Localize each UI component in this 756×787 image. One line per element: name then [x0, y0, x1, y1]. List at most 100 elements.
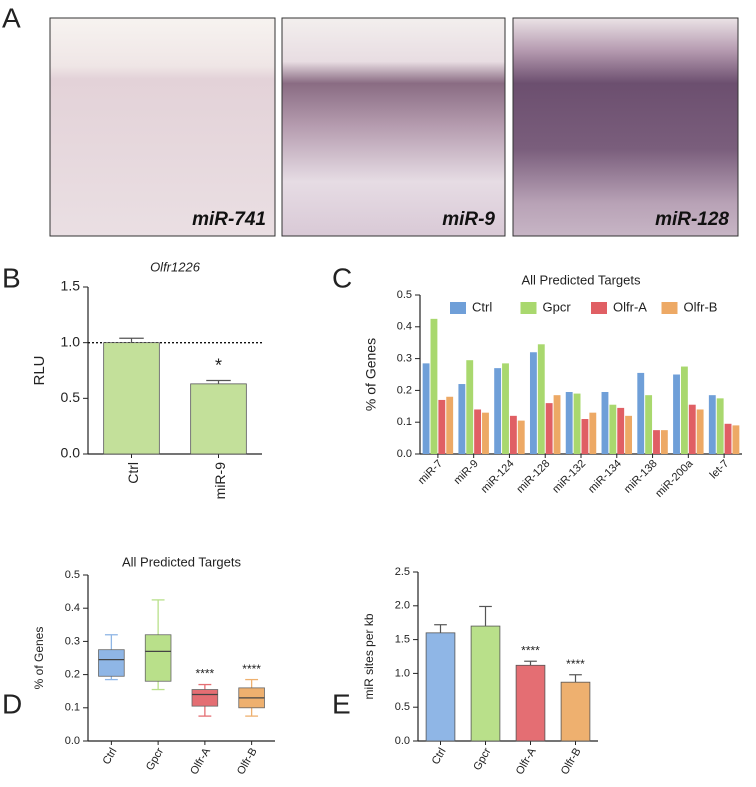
box: [191, 689, 219, 707]
bar: [573, 393, 581, 454]
image-label: miR-741: [192, 209, 266, 230]
bar: [425, 632, 456, 742]
y-tick-label: 0.1: [397, 416, 412, 428]
legend-swatch: [520, 302, 537, 314]
x-tick-label: miR-200a: [653, 457, 696, 500]
x-tick-label: miR-132: [550, 458, 588, 496]
x-tick-label: miR-9: [452, 458, 481, 487]
y-tick-label: 0.5: [395, 701, 410, 713]
bar: [680, 366, 688, 454]
bar: [716, 398, 724, 454]
box: [98, 649, 125, 677]
x-tick-label: Gpcr: [471, 746, 493, 773]
panel-label: B: [2, 262, 21, 293]
x-tick-label: miR-124: [479, 458, 517, 496]
bar: [660, 430, 668, 454]
y-tick-label: 0.3: [397, 353, 412, 365]
chart-title: All Predicted Targets: [122, 554, 241, 569]
bar: [446, 396, 454, 454]
bar: [515, 664, 546, 742]
bar: [458, 384, 466, 454]
significance-label: ****: [196, 667, 215, 681]
bar: [545, 403, 553, 454]
legend-label: Ctrl: [472, 299, 492, 314]
bar: [517, 420, 525, 454]
x-tick-label: let-7: [708, 458, 732, 482]
panel-label: D: [2, 688, 22, 719]
bar: [625, 415, 633, 454]
box: [144, 634, 172, 682]
bar: [589, 412, 597, 454]
x-tick-label: Olfr-A: [514, 745, 539, 776]
bar: [708, 395, 716, 454]
bar: [609, 404, 617, 454]
bar: [724, 423, 732, 454]
chart-title: Olfr1226: [150, 259, 201, 274]
bar: [190, 383, 247, 455]
y-tick-label: 1.0: [395, 667, 410, 679]
bar: [466, 360, 474, 454]
y-tick-label: 0.0: [61, 445, 81, 461]
y-tick-label: 2.5: [395, 566, 410, 578]
legend-label: Gpcr: [543, 299, 572, 314]
bar: [482, 412, 489, 454]
x-tick-label: miR-7: [416, 458, 445, 487]
significance-label: ****: [521, 643, 540, 657]
bar: [438, 399, 446, 454]
y-tick-label: 1.0: [61, 333, 81, 349]
image-label: miR-9: [442, 209, 495, 230]
bar: [581, 419, 589, 454]
y-tick-label: 1.5: [61, 278, 81, 294]
bar: [553, 395, 561, 454]
bar: [502, 363, 509, 454]
x-tick-label: Gpcr: [144, 746, 166, 773]
bar: [696, 409, 704, 454]
y-tick-label: 0.2: [397, 384, 412, 396]
bar: [653, 430, 660, 454]
significance-label: ****: [242, 662, 261, 676]
panel-label: A: [2, 2, 21, 33]
bar: [537, 344, 545, 454]
bar: [601, 391, 609, 454]
x-tick-label: Olfr-B: [559, 746, 584, 777]
panel-label: E: [332, 688, 351, 719]
legend-label: Olfr-A: [613, 299, 647, 314]
bar: [474, 409, 482, 454]
y-tick-label: 0.5: [65, 569, 80, 581]
x-tick-label: Olfr-A: [188, 745, 213, 776]
y-tick-label: 2.0: [395, 600, 410, 612]
y-tick-label: 0.4: [397, 321, 412, 333]
bar: [422, 363, 430, 454]
bar: [673, 374, 680, 454]
x-tick-label: Ctrl: [430, 746, 449, 767]
bar: [688, 404, 696, 454]
bar: [430, 318, 438, 454]
bar: [637, 372, 645, 454]
micrograph: [281, 17, 506, 237]
micrograph: [512, 17, 739, 237]
bar: [103, 342, 160, 455]
bar: [509, 415, 517, 454]
bar: [732, 425, 740, 454]
y-tick-label: 1.5: [395, 634, 410, 646]
y-axis-label: % of Genes: [32, 627, 46, 690]
y-tick-label: 0.2: [65, 669, 80, 681]
y-tick-label: 0.1: [65, 702, 80, 714]
x-tick-label: Ctrl: [101, 746, 120, 767]
y-tick-label: 0.0: [65, 735, 80, 747]
bar: [494, 368, 502, 454]
x-tick-label: Ctrl: [125, 462, 141, 484]
bar: [529, 352, 537, 454]
legend-swatch: [661, 302, 678, 314]
bar: [560, 681, 591, 742]
legend-swatch: [591, 302, 607, 314]
legend-swatch: [450, 302, 466, 314]
bar: [617, 407, 625, 454]
y-axis-label: miR sites per kb: [362, 613, 376, 699]
bar: [470, 625, 501, 742]
y-tick-label: 0.4: [65, 602, 80, 614]
y-tick-label: 0.3: [65, 635, 80, 647]
x-tick-label: miR-134: [586, 458, 624, 496]
bar: [645, 395, 653, 454]
